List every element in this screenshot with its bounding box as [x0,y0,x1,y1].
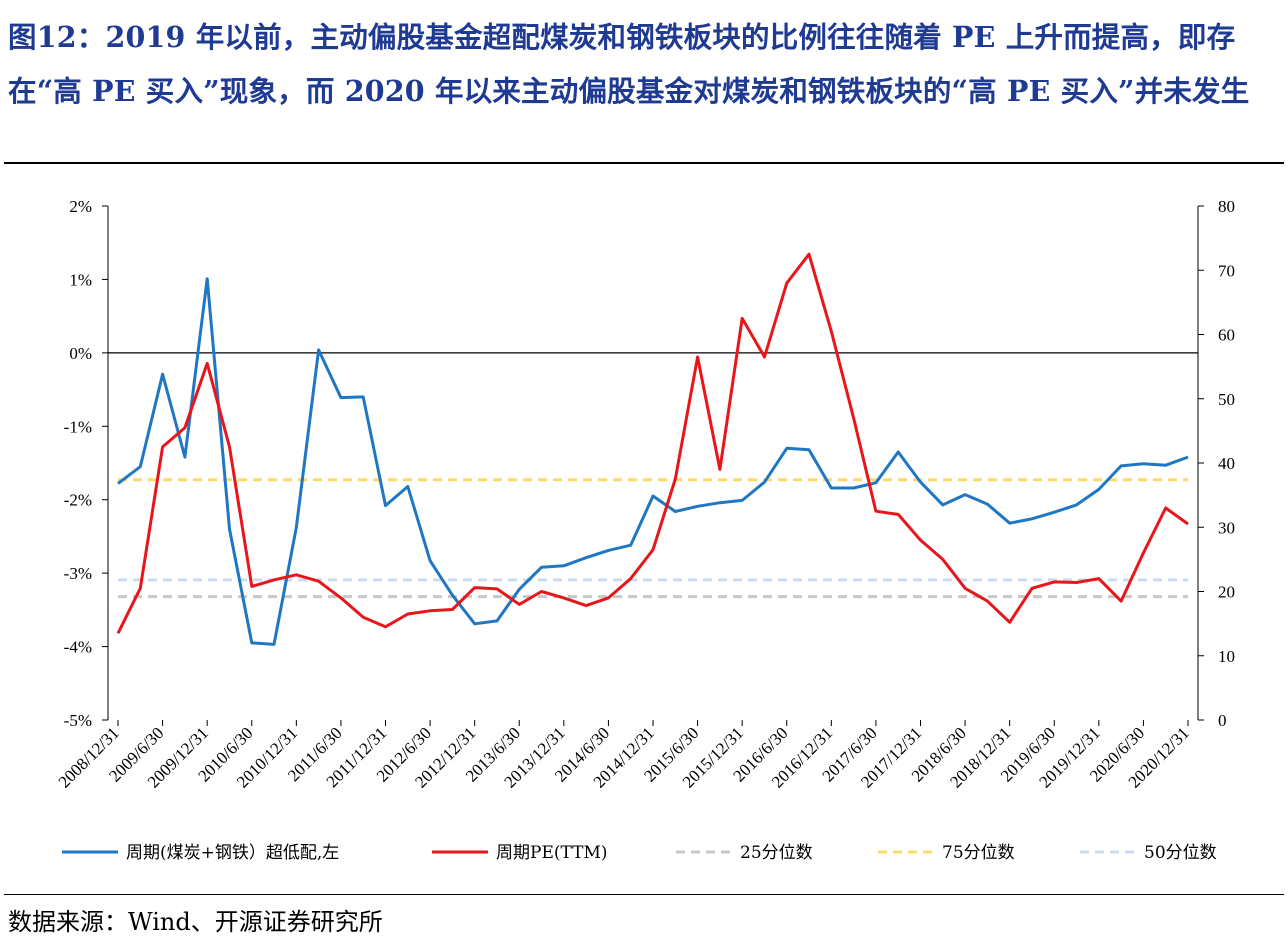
tick-labels: 2% 1% 0% -1% -2% -3% -4% -5% 80 70 60 50 40 30 20 10 0 20… [55,197,1235,792]
left-tick-label: 2% [69,197,92,216]
legend-label: 周期(煤炭+钢铁）超低配,左 [126,843,339,863]
left-tick-label: -1% [64,417,92,436]
left-tick-label: 0% [69,344,92,363]
title-divider [4,162,1284,164]
left-tick-label: -3% [64,564,92,583]
right-tick-label: 30 [1218,518,1235,537]
right-tick-label: 80 [1218,197,1235,216]
right-tick-label: 0 [1218,711,1227,730]
left-tick-label: -4% [64,638,92,657]
right-tick-label: 50 [1218,390,1235,409]
left-tick-label: -5% [64,711,92,730]
data-series [116,252,1189,646]
legend-label: 50分位数 [1144,843,1217,863]
legend-label: 25分位数 [740,843,813,863]
source-divider [4,894,1284,895]
line-chart: 2% 1% 0% -1% -2% -3% -4% -5% 80 70 60 50 40 30 20 10 0 20… [55,197,1235,863]
right-tick-label: 20 [1218,583,1235,602]
right-tick-label: 70 [1218,261,1235,280]
series-line-left [117,277,1189,646]
right-tick-label: 40 [1218,454,1235,473]
series-line-right [116,252,1189,634]
reference-lines [118,478,1188,599]
right-tick-label: 60 [1218,326,1235,345]
axes [102,205,1204,726]
legend: 周期(煤炭+钢铁）超低配,左 周期PE(TTM) 25分位数 75分位数 50分位数 [62,843,1217,863]
right-tick-label: 10 [1218,647,1235,666]
source-note: 数据来源：Wind、开源证券研究所 [8,908,383,936]
legend-label: 75分位数 [942,843,1015,863]
chart-title: 图12：2019 年以前，主动偏股基金超配煤炭和钢铁板块的比例往往随着 PE 上… [8,20,1250,108]
left-tick-label: -2% [64,491,92,510]
x-tick-label: 2008/12/31 [55,723,123,791]
legend-label: 周期PE(TTM) [496,843,608,863]
left-tick-label: 1% [69,270,92,289]
